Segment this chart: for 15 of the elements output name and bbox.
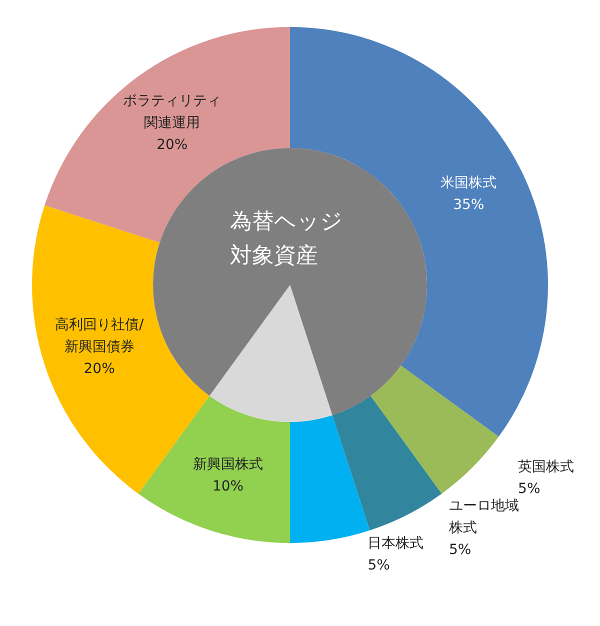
slice-label: 米国株式 xyxy=(440,174,497,191)
data-label: 20% xyxy=(84,360,115,377)
slice-label: 高利回り社債/新興国債券 xyxy=(54,316,144,355)
data-label: 10% xyxy=(212,478,244,495)
slice-label: ユーロ地域株式 xyxy=(448,498,519,536)
slice-label: 英国株式 xyxy=(518,459,574,476)
data-label: 5% xyxy=(518,481,540,498)
slice-label: 為替ヘッジ対象資産 xyxy=(230,210,343,268)
slice-label: ボラティリティ関連運用 xyxy=(123,92,222,131)
slice-label: 日本株式 xyxy=(368,536,424,552)
slice-label: 新興国株式 xyxy=(193,456,264,473)
data-label: 20% xyxy=(156,136,188,153)
data-label: 5% xyxy=(448,542,472,558)
data-label: 5% xyxy=(368,558,390,574)
data-label: 35% xyxy=(453,196,484,213)
